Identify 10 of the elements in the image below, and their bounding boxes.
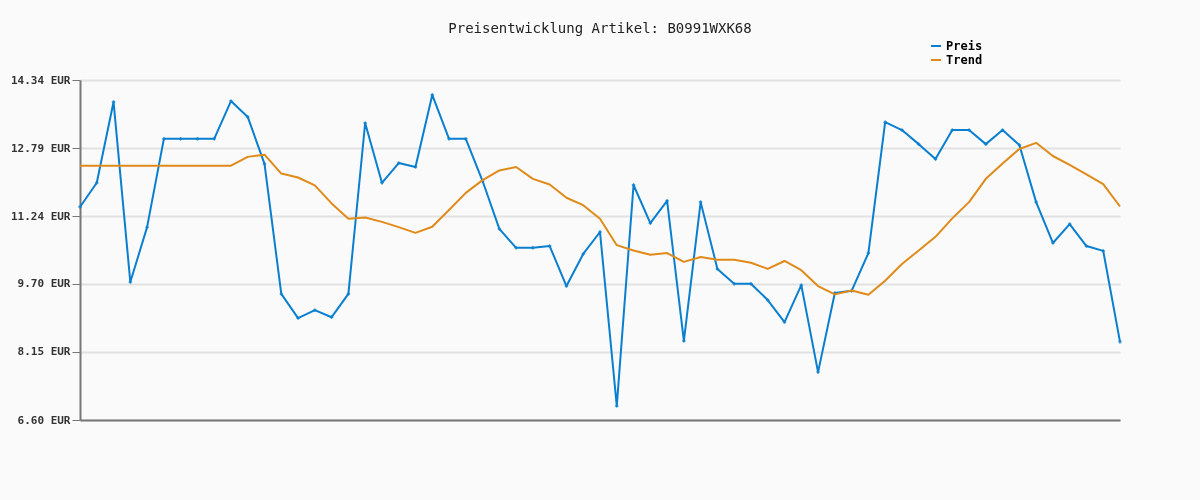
y-tick-label: 11.24 EUR — [10, 209, 71, 223]
legend-label: Preis — [946, 39, 983, 53]
chart-title: Preisentwicklung Artikel: B0991WXK68 — [448, 20, 752, 36]
y-tick-label: 14.34 EUR — [10, 73, 71, 87]
y-tick-label: 12.79 EUR — [10, 141, 71, 155]
y-tick-label: 8.15 EUR — [17, 345, 71, 359]
y-tick-label: 6.60 EUR — [17, 413, 71, 427]
y-tick-label: 9.70 EUR — [17, 277, 71, 291]
legend-label: Trend — [946, 53, 983, 67]
line-series — [79, 141, 1121, 296]
